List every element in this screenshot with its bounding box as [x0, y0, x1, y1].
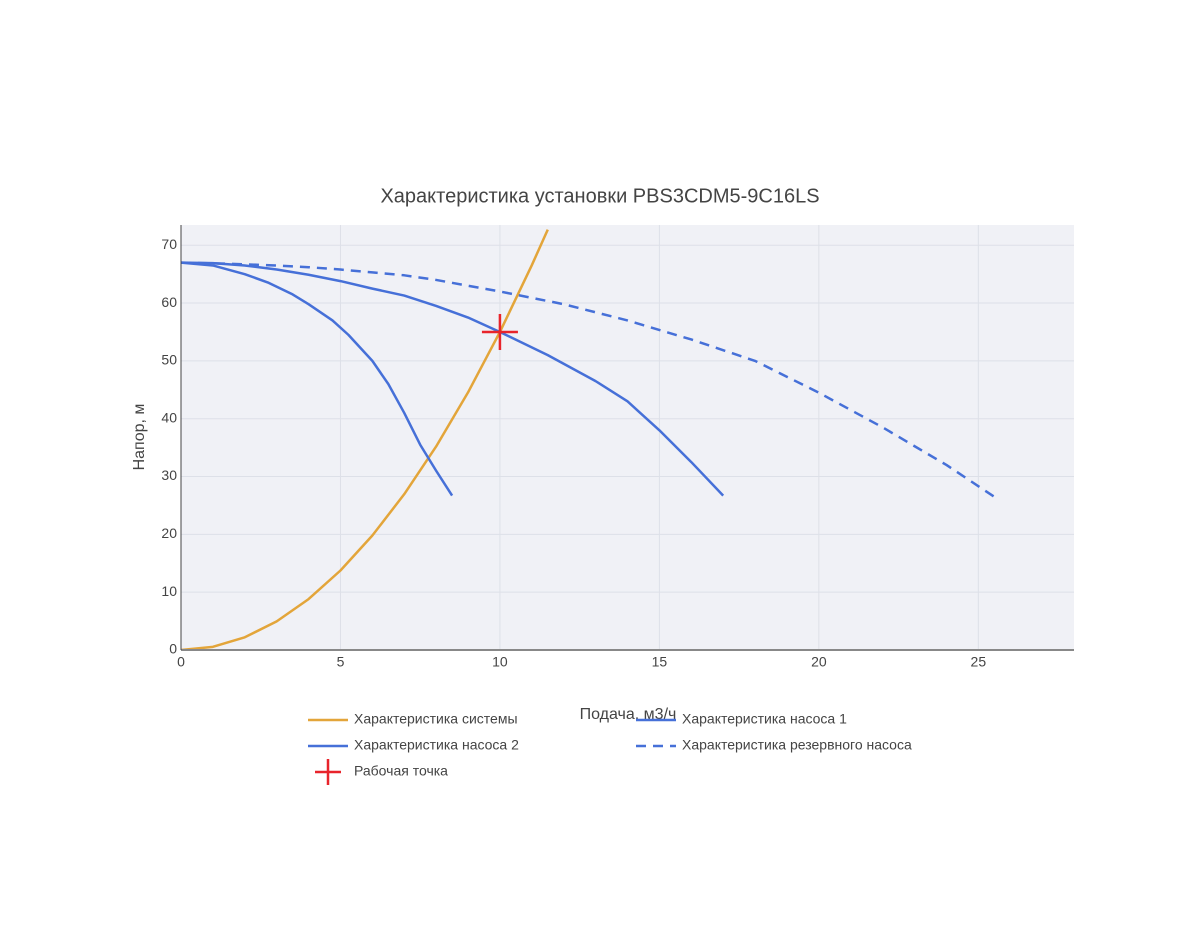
y-tick-label: 20	[161, 525, 177, 541]
y-tick-label: 30	[161, 467, 177, 483]
legend-symbol	[315, 759, 341, 785]
series-line	[181, 261, 995, 498]
x-tick-label: 15	[652, 654, 668, 670]
grid	[180, 225, 1074, 651]
legend-label: Характеристика насоса 1	[682, 711, 847, 727]
series-line	[181, 261, 725, 497]
x-tick-label: 25	[971, 654, 987, 670]
legend-label: Характеристика резервного насоса	[682, 737, 912, 753]
legend-label: Рабочая точка	[354, 763, 448, 779]
legend-label: Характеристика насоса 2	[354, 737, 519, 753]
chart-title: Характеристика установки PBS3CDM5-9C16LS	[380, 185, 819, 207]
plot-background	[181, 225, 1074, 650]
x-tick-label: 10	[492, 654, 508, 670]
plot-area	[181, 229, 995, 650]
x-tick-label: 5	[337, 654, 345, 670]
y-tick-label: 60	[161, 294, 177, 310]
legend-label: Характеристика системы	[354, 711, 518, 727]
x-tick-label: 0	[177, 654, 185, 670]
y-tick-label: 0	[169, 641, 177, 657]
y-tick-label: 40	[161, 409, 177, 425]
y-tick-label: 10	[161, 583, 177, 599]
x-tick-label: 20	[811, 654, 827, 670]
series-line	[181, 261, 454, 497]
y-tick-label: 70	[161, 236, 177, 252]
working-point	[481, 313, 518, 350]
y-tick-label: 50	[161, 352, 177, 368]
y-axis-title: Напор, м	[131, 404, 148, 471]
